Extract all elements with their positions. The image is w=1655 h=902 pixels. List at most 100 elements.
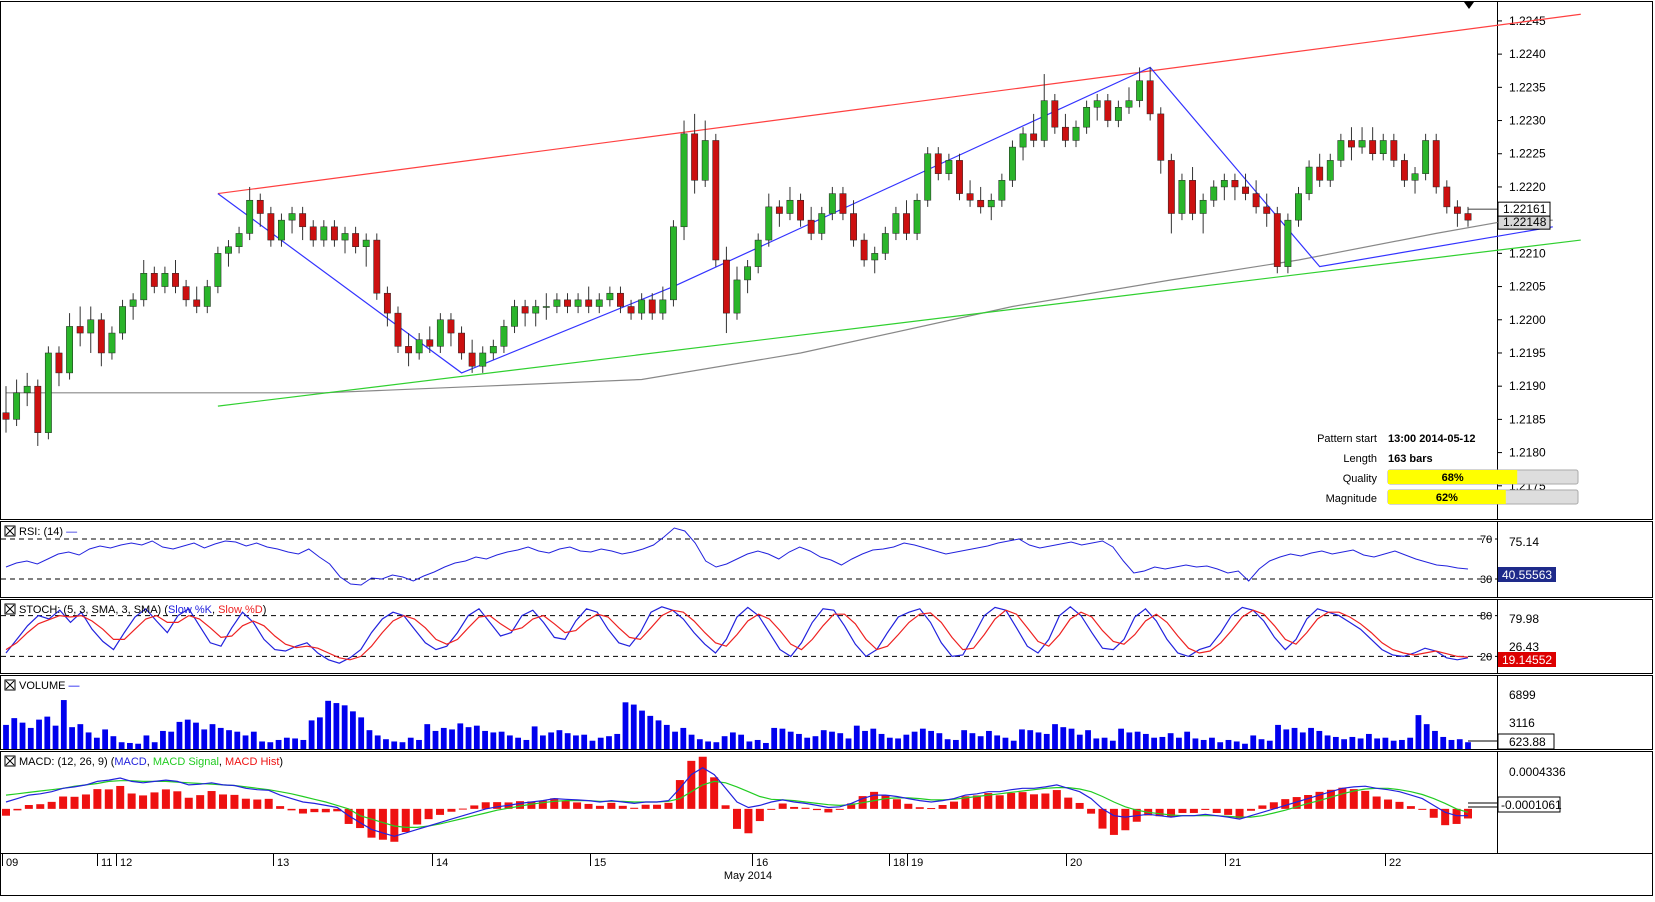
panel-title: MACD: (12, 26, 9) (MACD, MACD Signal, MA… bbox=[4, 755, 283, 768]
candle bbox=[1136, 67, 1144, 108]
volume-bar bbox=[36, 719, 42, 749]
candle bbox=[362, 233, 370, 267]
macd-hist-bar bbox=[116, 785, 125, 809]
price-tick-label: 1.2220 bbox=[1509, 180, 1546, 194]
panel-frame-stoch bbox=[0, 599, 1653, 674]
candle-body bbox=[447, 319, 455, 334]
stoch-k-line bbox=[5, 606, 1469, 664]
candle bbox=[1157, 107, 1165, 174]
volume-bar bbox=[366, 730, 373, 749]
candle bbox=[458, 326, 465, 360]
volume-bar bbox=[292, 738, 298, 749]
candle-body bbox=[1019, 133, 1027, 148]
volume-bar bbox=[1151, 737, 1158, 749]
volume-bar bbox=[779, 728, 786, 749]
macd-hist-bar bbox=[584, 803, 593, 809]
candle-body bbox=[352, 233, 360, 247]
candle bbox=[1443, 180, 1451, 214]
volume-bar bbox=[771, 727, 778, 749]
macd-hist-bar bbox=[561, 800, 570, 809]
volume-bar bbox=[961, 730, 968, 749]
pattern-info-row: Magnitude 62% bbox=[1326, 489, 1579, 505]
candle-body bbox=[1093, 100, 1101, 108]
macd-hist-bar bbox=[150, 792, 159, 809]
candle-body bbox=[744, 266, 752, 281]
candle bbox=[1072, 120, 1080, 148]
time-tick-label: 09 bbox=[6, 857, 18, 869]
macd-current-tag: -0.0001061 bbox=[1497, 796, 1562, 813]
candle bbox=[119, 299, 126, 340]
volume-bar bbox=[531, 726, 538, 749]
panel-title-text: RSI: (14) — bbox=[19, 526, 77, 538]
volume-bar bbox=[19, 722, 26, 749]
candle-body bbox=[23, 385, 31, 394]
candle bbox=[1263, 193, 1271, 227]
candle-body bbox=[489, 346, 497, 354]
candle-body bbox=[553, 299, 561, 307]
candle-body bbox=[956, 160, 963, 194]
rsi-level-label: 70 bbox=[1480, 534, 1492, 546]
macd-hist-bar bbox=[207, 791, 216, 809]
time-tick-label: 11 bbox=[101, 857, 112, 869]
candle-body bbox=[341, 233, 349, 241]
candle-body bbox=[1051, 100, 1059, 128]
volume-bar bbox=[672, 731, 678, 749]
macd-hist-bar bbox=[230, 794, 239, 809]
macd-hist-bar bbox=[1292, 797, 1301, 809]
macd-hist-bar bbox=[344, 808, 353, 824]
candle bbox=[945, 153, 953, 181]
volume-bar bbox=[217, 727, 224, 749]
volume-bar bbox=[1440, 736, 1447, 749]
macd-hist-bar bbox=[161, 789, 170, 809]
macd-title: MACD: (12, 26, 9) ( bbox=[19, 756, 115, 768]
volume-bar bbox=[283, 737, 290, 749]
macd-hist-bar bbox=[24, 805, 33, 809]
candle bbox=[66, 313, 73, 380]
stoch-level-label: 80 bbox=[1480, 611, 1492, 623]
volume-bar bbox=[341, 705, 348, 749]
volume-bar bbox=[738, 734, 745, 749]
candle bbox=[489, 339, 497, 360]
time-tick-label: 20 bbox=[1070, 857, 1082, 869]
volume-bar bbox=[606, 736, 612, 749]
volume-bar bbox=[763, 742, 769, 749]
panel-title-text: MACD: (12, 26, 9) (MACD, MACD Signal, MA… bbox=[19, 756, 283, 768]
macd-hist-bar bbox=[1212, 808, 1221, 813]
volume-bar bbox=[1101, 737, 1108, 749]
panel-title-text: VOLUME — bbox=[19, 680, 80, 692]
price-tick-label: 1.2235 bbox=[1509, 80, 1546, 94]
candle bbox=[299, 206, 307, 241]
candle-body bbox=[436, 319, 444, 347]
volume-legend-swatch: — bbox=[69, 680, 80, 692]
candle-body bbox=[1316, 166, 1324, 181]
scroll-arrow-icon bbox=[1464, 2, 1474, 9]
volume-bar bbox=[647, 715, 654, 749]
candle-body bbox=[765, 206, 773, 241]
time-tick-label: 14 bbox=[436, 857, 448, 869]
volume-bar bbox=[1225, 739, 1232, 749]
volume-bar bbox=[1266, 740, 1273, 749]
volume-bar bbox=[1043, 733, 1050, 749]
macd-hist-bar bbox=[1018, 792, 1027, 809]
candle bbox=[1199, 193, 1207, 234]
candle bbox=[574, 293, 582, 314]
pattern-info-label: Quality bbox=[1343, 473, 1378, 485]
panel-frame-rsi bbox=[0, 521, 1653, 598]
rsi-legend-swatch: — bbox=[66, 526, 77, 538]
volume-bar bbox=[994, 735, 1001, 749]
rsi-current-tag: 40.55563 bbox=[1498, 567, 1556, 582]
candle-body bbox=[415, 339, 423, 354]
candle-body bbox=[627, 306, 635, 314]
macd-hist-bar bbox=[767, 808, 776, 810]
candle-body bbox=[140, 273, 148, 301]
pattern-info-row: Pattern start 13:00 2014-05-12 bbox=[1317, 433, 1475, 445]
macd-hist-bar bbox=[241, 798, 250, 809]
volume-bar bbox=[1109, 740, 1116, 749]
candle bbox=[267, 206, 275, 247]
stoch-d-line bbox=[5, 609, 1469, 661]
candle bbox=[1369, 127, 1377, 161]
panel-title: STOCH: (5, 3, SMA, 3, SMA) (Slow %K, Slo… bbox=[4, 603, 266, 616]
price-tick-label: 1.2195 bbox=[1509, 346, 1546, 360]
volume-bar bbox=[391, 741, 398, 749]
candle bbox=[341, 226, 349, 254]
